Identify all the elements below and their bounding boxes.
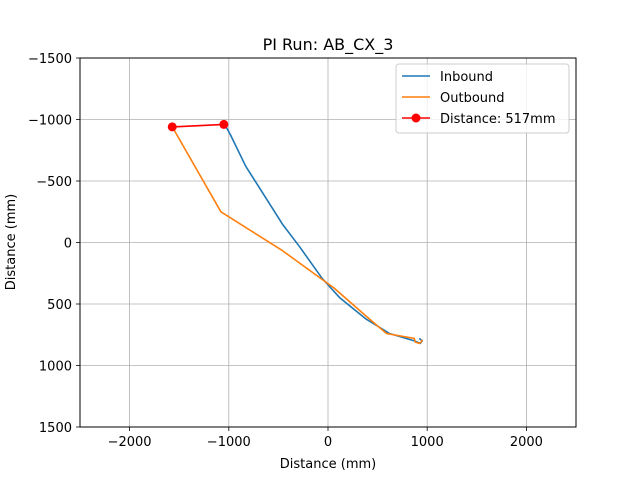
legend-marker bbox=[411, 113, 421, 123]
x-axis-ticks: −2000 −1000 0 1000 2000 bbox=[108, 427, 543, 450]
y-tick-label: 1500 bbox=[39, 421, 72, 436]
y-tick-label: 500 bbox=[47, 298, 72, 313]
x-tick-label: −1000 bbox=[207, 435, 251, 450]
chart-title: PI Run: AB_CX_3 bbox=[263, 35, 394, 55]
series-point bbox=[167, 122, 177, 132]
legend-label: Inbound bbox=[440, 70, 493, 85]
series-line-1 bbox=[171, 126, 423, 345]
series-point bbox=[219, 119, 229, 129]
y-tick-label: −1000 bbox=[28, 114, 72, 129]
x-tick-label: −2000 bbox=[108, 435, 152, 450]
x-axis-label: Distance (mm) bbox=[280, 457, 376, 472]
y-tick-label: 0 bbox=[64, 237, 72, 252]
y-tick-label: −1500 bbox=[28, 52, 72, 67]
legend: Inbound Outbound Distance: 517mm bbox=[395, 63, 570, 134]
y-tick-label: 1000 bbox=[39, 360, 72, 375]
x-tick-label: 2000 bbox=[510, 435, 543, 450]
series-line-2 bbox=[172, 123, 224, 128]
legend-label: Outbound bbox=[440, 91, 505, 106]
grid bbox=[80, 57, 576, 428]
x-tick-label: 0 bbox=[324, 435, 332, 450]
y-axis-ticks: −1500 −1000 −500 0 500 1000 1500 bbox=[28, 52, 80, 436]
y-axis-label: Distance (mm) bbox=[4, 194, 19, 290]
legend-label: Distance: 517mm bbox=[440, 112, 556, 127]
legend-box bbox=[395, 63, 570, 134]
x-tick-label: 1000 bbox=[411, 435, 444, 450]
y-tick-label: −500 bbox=[36, 175, 72, 190]
series-layer bbox=[167, 119, 424, 345]
